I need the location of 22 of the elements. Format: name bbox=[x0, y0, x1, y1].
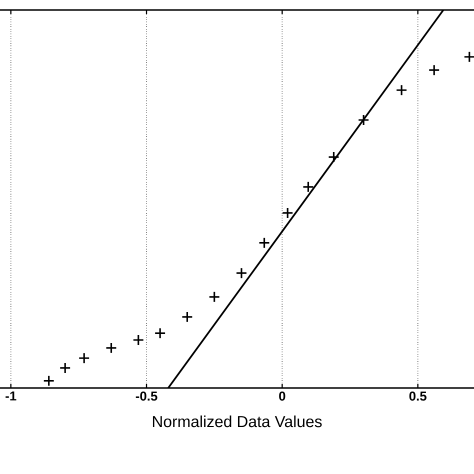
x-tick-label: -1 bbox=[6, 392, 16, 400]
point bbox=[154, 327, 166, 339]
point bbox=[236, 267, 248, 279]
x-tick-label: 0.5 bbox=[409, 392, 426, 401]
point bbox=[258, 237, 270, 249]
point bbox=[43, 375, 55, 387]
point bbox=[181, 311, 193, 323]
point bbox=[428, 64, 440, 76]
point bbox=[59, 362, 71, 374]
point bbox=[282, 207, 294, 219]
point bbox=[208, 291, 220, 303]
x-tick-label: 0 bbox=[279, 392, 286, 401]
point bbox=[132, 334, 144, 346]
point bbox=[302, 181, 314, 193]
x-tick-label: -0.5 bbox=[136, 392, 158, 401]
point bbox=[464, 51, 474, 63]
point bbox=[328, 151, 340, 163]
x-axis-title: Normalized Data Values bbox=[152, 416, 322, 428]
point bbox=[396, 84, 408, 96]
point bbox=[105, 342, 118, 354]
point bbox=[358, 114, 370, 126]
point bbox=[78, 352, 90, 364]
